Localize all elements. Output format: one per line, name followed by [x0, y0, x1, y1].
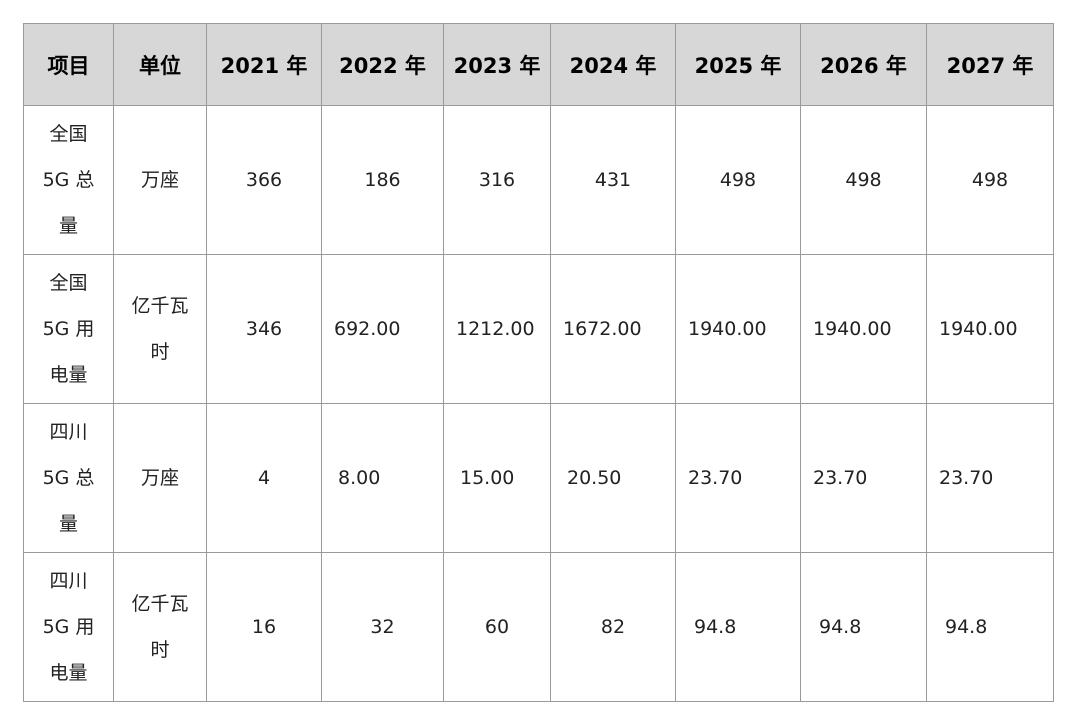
cell-value: 498	[800, 105, 927, 255]
unit-line: 万座	[140, 467, 179, 489]
cell-value: 346	[206, 254, 322, 404]
cell-value: 15.00	[443, 403, 551, 553]
unit-line: 亿千瓦	[131, 295, 189, 317]
table-header-row: 项目 单位 2021 年 2022 年 2023 年 2024 年 2025 年…	[23, 23, 1054, 106]
cell-item: 全国 5G 总 量	[23, 105, 114, 255]
cell-value: 692.00	[321, 254, 444, 404]
item-line: 全国	[49, 123, 88, 145]
unit-line: 时	[150, 341, 170, 363]
cell-unit: 万座	[113, 105, 207, 255]
cell-value: 316	[443, 105, 551, 255]
cell-value: 1940.00	[926, 254, 1054, 404]
unit-line: 时	[150, 639, 170, 661]
item-line: 量	[58, 215, 78, 237]
cell-value: 498	[926, 105, 1054, 255]
item-line: 四川	[49, 421, 88, 443]
item-line: 电量	[49, 364, 88, 386]
header-year-2023: 2023 年	[443, 23, 551, 106]
cell-item: 四川 5G 用 电量	[23, 552, 114, 702]
cell-value: 1672.00	[550, 254, 676, 404]
header-year-2027: 2027 年	[926, 23, 1054, 106]
cell-value: 498	[675, 105, 801, 255]
cell-value: 23.70	[926, 403, 1054, 553]
cell-value: 4	[206, 403, 322, 553]
cell-item: 全国 5G 用 电量	[23, 254, 114, 404]
header-year-2021: 2021 年	[206, 23, 322, 106]
cell-unit: 亿千瓦 时	[113, 552, 207, 702]
header-year-2022: 2022 年	[321, 23, 444, 106]
item-line: 5G 用	[42, 616, 95, 638]
cell-value: 23.70	[800, 403, 927, 553]
table-row: 四川 5G 用 电量 亿千瓦 时 16 32 60 82 94.8 94.8 9…	[23, 552, 1054, 702]
item-line: 量	[58, 513, 78, 535]
item-line: 全国	[49, 272, 88, 294]
unit-line: 亿千瓦	[131, 593, 189, 615]
header-unit: 单位	[113, 23, 207, 106]
table-row: 四川 5G 总 量 万座 4 8.00 15.00 20.50 23.70 23…	[23, 403, 1054, 553]
cell-unit: 亿千瓦 时	[113, 254, 207, 404]
cell-value: 82	[550, 552, 676, 702]
header-year-2024: 2024 年	[550, 23, 676, 106]
cell-value: 94.8	[675, 552, 801, 702]
cell-value: 32	[321, 552, 444, 702]
cell-value: 1940.00	[800, 254, 927, 404]
item-line: 四川	[49, 570, 88, 592]
header-item: 项目	[23, 23, 114, 106]
cell-value: 366	[206, 105, 322, 255]
item-line: 5G 总	[42, 169, 95, 191]
cell-value: 8.00	[321, 403, 444, 553]
cell-value: 94.8	[800, 552, 927, 702]
cell-unit: 万座	[113, 403, 207, 553]
cell-value: 16	[206, 552, 322, 702]
table-row: 全国 5G 用 电量 亿千瓦 时 346 692.00 1212.00 1672…	[23, 254, 1054, 404]
item-line: 5G 用	[42, 318, 95, 340]
item-line: 电量	[49, 662, 88, 684]
cell-value: 60	[443, 552, 551, 702]
cell-value: 23.70	[675, 403, 801, 553]
table-row: 全国 5G 总 量 万座 366 186 316 431 498 498 498	[23, 105, 1054, 255]
item-line: 5G 总	[42, 467, 95, 489]
cell-value: 186	[321, 105, 444, 255]
header-year-2026: 2026 年	[800, 23, 927, 106]
unit-line: 万座	[140, 169, 179, 191]
data-table-container: 项目 单位 2021 年 2022 年 2023 年 2024 年 2025 年…	[23, 23, 1054, 702]
cell-value: 431	[550, 105, 676, 255]
cell-value: 1940.00	[675, 254, 801, 404]
cell-item: 四川 5G 总 量	[23, 403, 114, 553]
cell-value: 20.50	[550, 403, 676, 553]
header-year-2025: 2025 年	[675, 23, 801, 106]
cell-value: 94.8	[926, 552, 1054, 702]
data-table: 项目 单位 2021 年 2022 年 2023 年 2024 年 2025 年…	[23, 23, 1054, 702]
cell-value: 1212.00	[443, 254, 551, 404]
